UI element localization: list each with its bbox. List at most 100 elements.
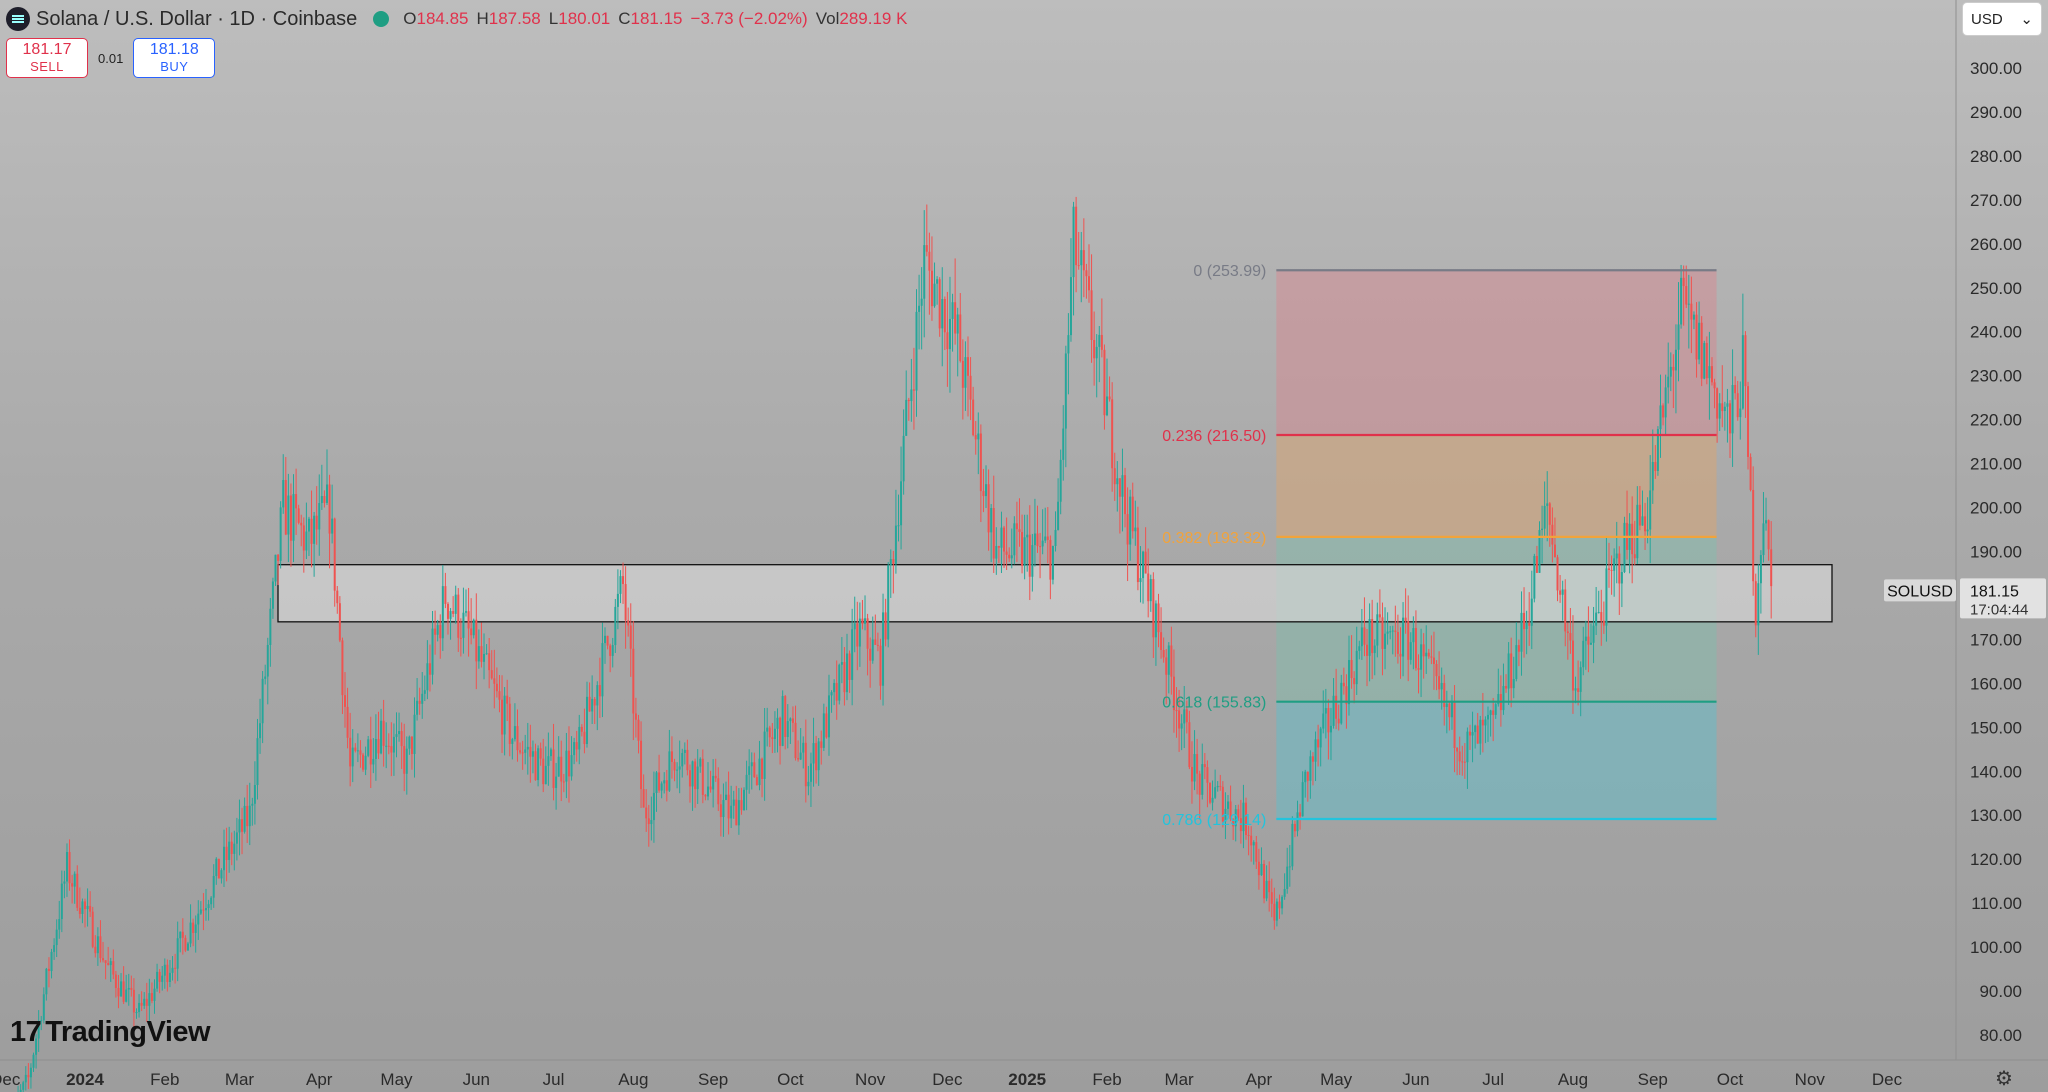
- symbol-title[interactable]: Solana / U.S. Dollar · 1D · Coinbase: [36, 7, 358, 30]
- candle-body: [1057, 501, 1060, 530]
- candle-body: [1695, 314, 1698, 360]
- tradingview-logo[interactable]: 17 TradingView: [10, 1016, 211, 1049]
- candle-body: [1203, 764, 1206, 768]
- candle-body: [1404, 617, 1407, 622]
- candle-body: [974, 435, 977, 440]
- candle-body: [1245, 802, 1248, 835]
- candle-body: [941, 299, 944, 329]
- candle-body: [91, 911, 94, 947]
- candle-body: [1631, 523, 1634, 555]
- candle-body: [1360, 627, 1363, 647]
- candle-body: [19, 1089, 22, 1092]
- candle-body: [647, 818, 650, 825]
- candle-body: [1190, 767, 1193, 782]
- y-tick-label: 230.00: [1970, 367, 2022, 386]
- candle-body: [1196, 754, 1199, 774]
- y-tick-label: 150.00: [1970, 718, 2022, 737]
- candle-body: [1445, 703, 1448, 707]
- candle-body: [1512, 679, 1515, 689]
- candle-body: [1069, 277, 1072, 336]
- candle-body: [1765, 520, 1768, 524]
- candle-body: [1561, 589, 1564, 595]
- candle-body: [1329, 725, 1332, 733]
- candle-body: [96, 936, 99, 954]
- candle-body: [987, 484, 990, 533]
- candle-body: [1450, 701, 1453, 718]
- candle-body: [186, 943, 189, 951]
- candle-body: [614, 606, 617, 646]
- currency-select[interactable]: USD ⌄: [1962, 2, 2042, 36]
- gear-icon[interactable]: ⚙: [1995, 1067, 2013, 1090]
- candle-body: [933, 283, 936, 307]
- candle-body: [655, 772, 658, 793]
- candle-body: [1342, 682, 1345, 687]
- candle-body: [1705, 343, 1708, 379]
- candle-body: [851, 629, 854, 680]
- candle-body: [86, 905, 89, 910]
- candle-body: [1638, 504, 1641, 526]
- candle-body: [918, 305, 921, 312]
- candle-body: [1551, 524, 1554, 545]
- candle-body: [194, 924, 197, 933]
- candle-body: [773, 728, 776, 740]
- candle-body: [1031, 545, 1034, 577]
- candle-body: [230, 841, 233, 854]
- candle-body: [905, 399, 908, 436]
- candle-body: [1646, 529, 1649, 532]
- candle-body: [1309, 756, 1312, 781]
- candle-body: [289, 495, 292, 541]
- candle-body: [1644, 516, 1647, 532]
- candle-body: [423, 690, 426, 694]
- candle-body: [1165, 657, 1168, 675]
- candle-body: [1211, 797, 1214, 803]
- candle-body: [220, 870, 223, 879]
- candle-body: [356, 750, 359, 752]
- sell-button[interactable]: 181.17 SELL: [6, 38, 88, 78]
- candle-body: [1188, 722, 1191, 768]
- candle-body: [866, 618, 869, 649]
- candle-body: [691, 761, 694, 787]
- candle-body: [1703, 343, 1706, 379]
- candle-body: [462, 612, 465, 638]
- candle-body: [740, 800, 743, 811]
- candle-body: [681, 752, 684, 767]
- candle-body: [948, 318, 951, 350]
- candle-body: [619, 576, 622, 594]
- candle-body: [338, 603, 341, 641]
- candle-body: [1440, 682, 1443, 690]
- candle-body: [1142, 551, 1145, 579]
- candle-body: [1051, 545, 1054, 580]
- candle-body: [730, 805, 733, 819]
- candle-body: [601, 643, 604, 697]
- candle-body: [32, 1054, 35, 1068]
- candle-body: [405, 748, 408, 774]
- candle-body: [524, 749, 527, 753]
- support-zone-rectangle: [277, 564, 1833, 623]
- candle-body: [470, 628, 473, 636]
- candle-body: [1152, 579, 1155, 638]
- candle-body: [148, 993, 151, 1006]
- candle-body: [156, 971, 159, 989]
- candle-body: [969, 375, 972, 400]
- candle-body: [1113, 468, 1116, 485]
- candle-body: [1427, 652, 1430, 657]
- candle-body: [1018, 529, 1021, 533]
- candle-body: [1729, 403, 1731, 434]
- buy-button[interactable]: 181.18 BUY: [133, 38, 216, 78]
- candle-body: [1466, 731, 1469, 763]
- candle-body: [616, 593, 619, 607]
- candle-body: [542, 758, 545, 785]
- candle-body: [1600, 612, 1603, 621]
- candle-body: [858, 618, 861, 647]
- candle-body: [122, 981, 125, 1002]
- candle-body: [1749, 456, 1752, 490]
- candlestick-series: [17, 196, 1773, 1092]
- candle-body: [434, 628, 437, 635]
- candle-body: [256, 738, 259, 786]
- candle-body: [207, 904, 210, 909]
- candle-body: [1698, 322, 1701, 360]
- candle-body: [1577, 688, 1580, 692]
- candle-body: [694, 761, 697, 790]
- x-tick-label: Oct: [1717, 1070, 1744, 1089]
